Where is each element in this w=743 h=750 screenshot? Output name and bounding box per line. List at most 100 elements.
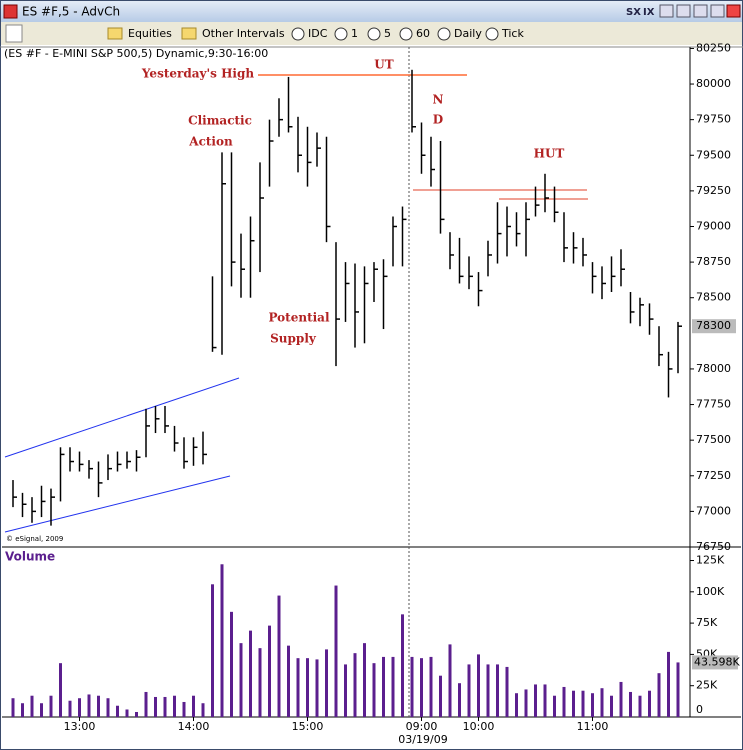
volume-bar	[372, 663, 376, 717]
close-button[interactable]	[726, 4, 741, 18]
annotation: D	[433, 113, 443, 127]
window-title: ES #F,5 - AdvCh	[22, 5, 120, 19]
x-tick-label: 14:00	[178, 720, 210, 733]
volume-bar	[97, 695, 100, 717]
annotation: HUT	[534, 147, 565, 161]
volume-bar	[116, 705, 119, 717]
toolbar-item[interactable]: Daily	[454, 27, 482, 40]
volume-bar	[154, 696, 157, 717]
toolbar-item[interactable]: 5	[384, 27, 391, 40]
volume-bar	[581, 690, 585, 717]
volume-bar	[125, 709, 129, 717]
volume-bar	[201, 703, 205, 717]
toolbar-icon	[334, 27, 348, 41]
volume-bar	[21, 703, 24, 717]
volume-bar	[277, 595, 281, 717]
toolbar-icon	[367, 27, 381, 41]
toolbar-item[interactable]: Equities	[128, 27, 172, 40]
toolbar-item[interactable]: 60	[416, 27, 430, 40]
volume-bar	[591, 693, 594, 717]
volume-bar	[486, 664, 490, 717]
volume-bar	[420, 658, 423, 717]
ix-button[interactable]: IX	[643, 7, 655, 18]
volume-tick-label: 125K	[696, 554, 725, 567]
volume-bar	[106, 698, 110, 717]
volume-tick-label: 25K	[696, 679, 718, 692]
volume-bar	[610, 695, 613, 717]
volume-bar	[220, 564, 224, 717]
volume-bar	[629, 691, 632, 717]
y-tick-label: 78750	[696, 255, 731, 268]
folder-icon	[181, 27, 197, 40]
pin-button[interactable]	[659, 4, 674, 18]
volume-bar	[619, 681, 623, 717]
annotation: Yesterday's High	[141, 67, 254, 81]
volume-bar	[30, 695, 34, 717]
volume-bar	[40, 703, 43, 717]
minimize-button[interactable]	[693, 4, 708, 18]
restore-button[interactable]	[676, 4, 691, 18]
y-tick-label: 80000	[696, 77, 731, 90]
volume-bar	[144, 691, 148, 717]
toolbar-item[interactable]: IDC	[308, 27, 328, 40]
app-icon	[3, 4, 18, 19]
title-bar	[1, 1, 742, 22]
toolbar-icon	[437, 27, 451, 41]
y-tick-label: 79500	[696, 148, 731, 161]
x-tick-label: 10:00	[463, 720, 495, 733]
y-tick-label: 80250	[696, 41, 731, 54]
volume-tick-label: 100K	[696, 585, 725, 598]
volume-bar	[334, 585, 338, 717]
volume-bar	[230, 611, 233, 717]
volume-bar	[667, 651, 670, 717]
y-tick-label: 79000	[696, 219, 731, 232]
volume-bar	[239, 643, 243, 717]
link-button[interactable]	[5, 24, 23, 43]
maximize-button[interactable]	[710, 4, 725, 18]
volume-bar	[515, 693, 518, 717]
y-tick-label: 77000	[696, 504, 731, 517]
x-tick-label: 13:00	[64, 720, 96, 733]
volume-bar	[258, 648, 262, 717]
toolbar-item[interactable]: 1	[351, 27, 358, 40]
volume-bar	[296, 658, 300, 717]
volume-bar	[173, 695, 176, 717]
volume-bar	[192, 695, 195, 717]
price-readout-box	[692, 319, 736, 334]
volume-bar	[268, 625, 271, 717]
volume-bar	[467, 664, 471, 717]
price-readout: 78300	[696, 319, 731, 332]
y-tick-label: 79750	[696, 113, 731, 126]
volume-bar	[78, 698, 81, 717]
volume-bar	[496, 664, 499, 717]
annotation: Climactic	[188, 114, 252, 128]
date-label: 03/19/09	[398, 733, 447, 746]
annotation: Supply	[270, 332, 317, 346]
volume-bar	[182, 701, 186, 717]
volume-bar	[211, 584, 214, 717]
volume-bar	[68, 700, 72, 717]
x-tick-label: 11:00	[577, 720, 609, 733]
volume-bar	[249, 630, 252, 717]
channel-upper	[4, 377, 240, 458]
volume-bar	[524, 689, 528, 717]
annotation: UT	[374, 58, 393, 72]
toolbar-icon	[399, 27, 413, 41]
volume-bar	[676, 662, 680, 717]
volume-bar	[562, 686, 566, 717]
toolbar-item[interactable]: Other Intervals	[202, 27, 285, 40]
volume-bar	[401, 614, 404, 717]
sx-button[interactable]: SX	[626, 7, 641, 18]
channel-lower	[4, 475, 231, 533]
volume-bar	[11, 698, 15, 717]
volume-label: Volume	[5, 550, 55, 564]
volume-bar	[410, 656, 414, 717]
volume-bar	[534, 684, 537, 717]
toolbar-item[interactable]: Tick	[501, 27, 524, 40]
y-tick-label: 78500	[696, 291, 731, 304]
volume-tick-label: 75K	[696, 616, 718, 629]
volume-bar	[448, 644, 452, 717]
